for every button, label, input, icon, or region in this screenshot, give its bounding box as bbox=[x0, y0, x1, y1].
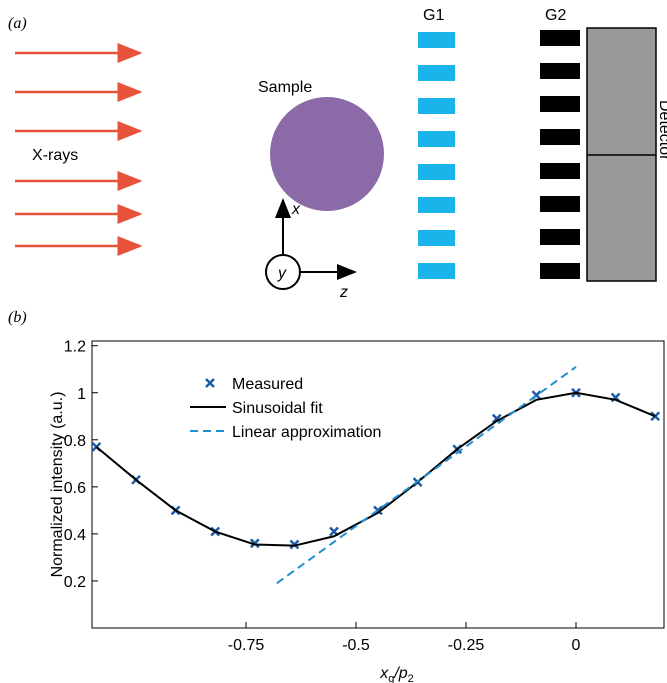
panel-label: (b) bbox=[8, 309, 27, 326]
x-tick-label: -0.75 bbox=[228, 637, 265, 654]
panel-label: (a) bbox=[8, 15, 27, 32]
x-tick-label: -0.25 bbox=[448, 637, 485, 654]
series-line bbox=[276, 366, 577, 585]
marker-stroke bbox=[491, 413, 502, 424]
panel-a: (a) X-rays Sample x y z G1 G2 bbox=[8, 7, 667, 301]
xray-arrows bbox=[15, 43, 143, 256]
grating-g1 bbox=[418, 32, 455, 279]
marker-stroke bbox=[329, 526, 339, 537]
x-axis-label-part: 2 bbox=[408, 673, 414, 683]
y-axis-label: Normalized intensity (a.u.) bbox=[49, 392, 66, 578]
marker-stroke bbox=[249, 538, 260, 549]
grating-g2 bbox=[540, 30, 580, 279]
data-point bbox=[289, 539, 300, 550]
axis-z: z bbox=[339, 284, 348, 301]
y-tick-label: 1.2 bbox=[64, 339, 86, 356]
y-tick-label: 1 bbox=[77, 386, 86, 403]
plot-frame bbox=[91, 340, 665, 629]
y-tick-label: 0.8 bbox=[64, 433, 86, 450]
data-point bbox=[249, 538, 260, 549]
legend-item: Sinusoidal fit bbox=[190, 400, 323, 417]
series-line bbox=[95, 391, 656, 547]
y-tick-label: 0.6 bbox=[64, 480, 86, 497]
legend-item: Measured bbox=[205, 376, 303, 393]
x-axis-label-part: /p bbox=[393, 665, 407, 682]
marker-stroke bbox=[289, 539, 300, 550]
legend-label: Measured bbox=[232, 376, 303, 393]
sample-label: Sample bbox=[258, 79, 312, 96]
y-tick-label: 0.2 bbox=[64, 574, 86, 591]
detector-label: Detector bbox=[656, 100, 667, 161]
legend-label: Linear approximation bbox=[232, 424, 381, 441]
y-tick-label: 0.4 bbox=[64, 527, 86, 544]
legend-item: Linear approximation bbox=[190, 424, 381, 441]
x-tick-label: 0 bbox=[572, 637, 581, 654]
x-axis-label-part: x bbox=[379, 665, 389, 682]
x-axis-label: xg/p2 bbox=[379, 665, 414, 683]
legend-label: Sinusoidal fit bbox=[232, 400, 323, 417]
axes-icon bbox=[265, 198, 357, 290]
x-axis-label-part: g bbox=[388, 673, 394, 683]
g1-label: G1 bbox=[423, 7, 444, 24]
sample bbox=[270, 97, 384, 211]
xrays-label: X-rays bbox=[32, 147, 78, 164]
x-tick-label: -0.5 bbox=[342, 637, 370, 654]
g2-label: G2 bbox=[545, 7, 566, 24]
axis-y: y bbox=[277, 265, 287, 282]
marker-stroke bbox=[205, 378, 215, 388]
axis-x: x bbox=[291, 201, 301, 218]
